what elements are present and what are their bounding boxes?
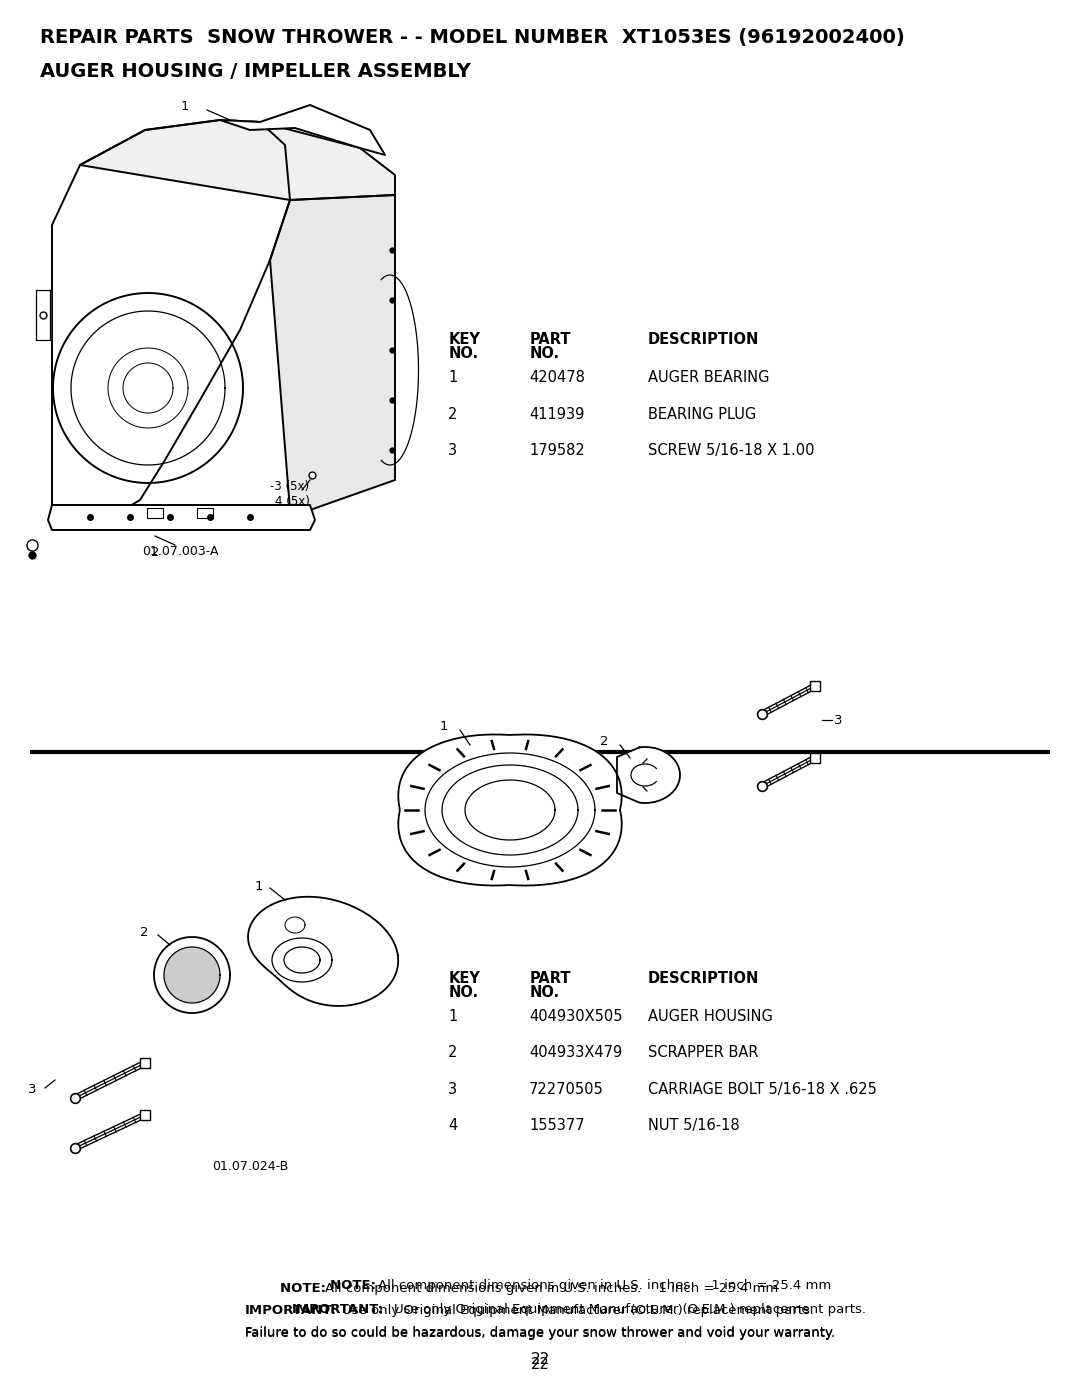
Text: 1: 1: [448, 370, 458, 386]
FancyBboxPatch shape: [140, 1058, 150, 1067]
Text: IMPORTANT:: IMPORTANT:: [245, 1303, 337, 1317]
Text: AUGER BEARING: AUGER BEARING: [648, 370, 769, 386]
FancyBboxPatch shape: [140, 1111, 150, 1120]
Text: NO.: NO.: [529, 346, 559, 362]
Text: IMPORTANT:: IMPORTANT:: [292, 1303, 384, 1316]
Bar: [197, 509, 213, 518]
Text: 404933X479: 404933X479: [529, 1045, 622, 1060]
Polygon shape: [36, 291, 50, 339]
Text: SCREW 5/16-18 X 1.00: SCREW 5/16-18 X 1.00: [648, 443, 814, 458]
Bar: [147, 509, 163, 518]
Text: AUGER HOUSING: AUGER HOUSING: [648, 1009, 773, 1024]
Text: Use only Original Equipment Manufacturer (O.E.M.) replacement parts.: Use only Original Equipment Manufacturer…: [342, 1303, 814, 1317]
Text: KEY: KEY: [448, 971, 481, 986]
Text: KEY: KEY: [448, 332, 481, 348]
Text: 3: 3: [448, 1081, 457, 1097]
Text: 22: 22: [530, 1352, 550, 1368]
Text: 01.07.003-A: 01.07.003-A: [141, 545, 218, 557]
Text: NOTE:: NOTE:: [330, 1280, 380, 1292]
Text: 3: 3: [834, 714, 842, 726]
Text: -3 (5x): -3 (5x): [270, 481, 309, 493]
Text: Failure to do so could be hazardous, damage your snow thrower and void your warr: Failure to do so could be hazardous, dam…: [245, 1326, 835, 1338]
Text: All component dimensions given in U.S. inches.    1 inch = 25.4 mm: All component dimensions given in U.S. i…: [378, 1280, 832, 1292]
Text: PART: PART: [529, 971, 570, 986]
Polygon shape: [465, 780, 555, 840]
Text: NO.: NO.: [448, 346, 478, 362]
Text: 72270505: 72270505: [529, 1081, 604, 1097]
Polygon shape: [617, 747, 680, 803]
Text: All component dimensions given in U.S. inches.    1 inch = 25.4 mm: All component dimensions given in U.S. i…: [325, 1282, 779, 1295]
Text: 1: 1: [440, 719, 448, 733]
FancyBboxPatch shape: [810, 680, 820, 692]
Text: CARRIAGE BOLT 5/16-18 X .625: CARRIAGE BOLT 5/16-18 X .625: [648, 1081, 877, 1097]
Text: 2: 2: [448, 407, 458, 422]
Text: Failure to do so could be hazardous, damage your snow thrower and void your warr: Failure to do so could be hazardous, dam…: [245, 1327, 835, 1340]
Text: DESCRIPTION: DESCRIPTION: [648, 332, 759, 348]
Text: 3: 3: [28, 1083, 37, 1097]
Text: NO.: NO.: [529, 985, 559, 1000]
Text: 22: 22: [530, 1356, 550, 1372]
Text: REPAIR PARTS  SNOW THROWER - - MODEL NUMBER  XT1053ES (96192002400): REPAIR PARTS SNOW THROWER - - MODEL NUMB…: [40, 28, 905, 47]
Text: 411939: 411939: [529, 407, 584, 422]
Text: SCRAPPER BAR: SCRAPPER BAR: [648, 1045, 758, 1060]
Text: 1: 1: [448, 1009, 458, 1024]
Text: 4: 4: [448, 1118, 458, 1133]
Text: 1: 1: [255, 880, 264, 893]
Text: AUGER HOUSING / IMPELLER ASSEMBLY: AUGER HOUSING / IMPELLER ASSEMBLY: [40, 61, 471, 81]
Text: 4 (5x): 4 (5x): [275, 495, 310, 509]
Polygon shape: [80, 120, 395, 200]
Text: Use only Original Equipment Manufacturer (O.E.M.) replacement parts.: Use only Original Equipment Manufacturer…: [394, 1303, 866, 1316]
Text: BEARING PLUG: BEARING PLUG: [648, 407, 756, 422]
Polygon shape: [52, 120, 291, 515]
Text: 01.07.024-B: 01.07.024-B: [212, 1160, 288, 1173]
Text: NO.: NO.: [448, 985, 478, 1000]
Polygon shape: [165, 949, 219, 1002]
Text: 2: 2: [140, 926, 149, 939]
Text: 3: 3: [448, 443, 457, 458]
Text: 1: 1: [180, 101, 189, 113]
Text: NOTE:: NOTE:: [280, 1282, 330, 1295]
Polygon shape: [270, 196, 395, 510]
Polygon shape: [220, 105, 384, 155]
Text: 179582: 179582: [529, 443, 585, 458]
Text: DESCRIPTION: DESCRIPTION: [648, 971, 759, 986]
Text: NUT 5/16-18: NUT 5/16-18: [648, 1118, 740, 1133]
Text: PART: PART: [529, 332, 570, 348]
Polygon shape: [48, 504, 315, 529]
Text: 155377: 155377: [529, 1118, 585, 1133]
Polygon shape: [248, 897, 399, 1006]
Polygon shape: [399, 735, 622, 886]
Text: 2: 2: [448, 1045, 458, 1060]
Text: 404930X505: 404930X505: [529, 1009, 623, 1024]
Text: 2: 2: [600, 735, 608, 747]
FancyBboxPatch shape: [810, 753, 820, 763]
Text: 2: 2: [151, 546, 159, 559]
Text: 420478: 420478: [529, 370, 585, 386]
